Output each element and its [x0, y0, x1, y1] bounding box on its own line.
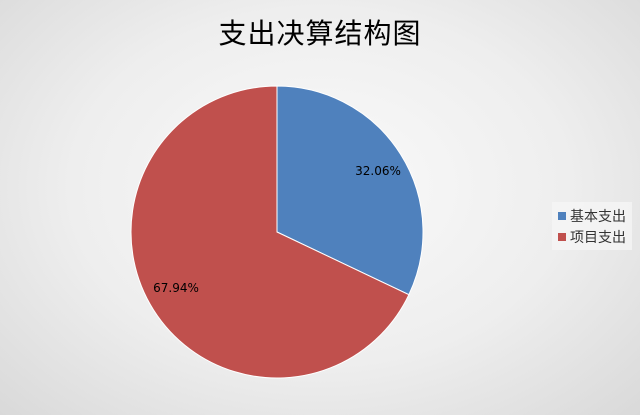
data-label: 32.06%: [355, 164, 401, 178]
legend: 基本支出 项目支出: [552, 202, 632, 250]
legend-item-basic: 基本支出: [552, 205, 632, 226]
pie-slice-2: [130, 85, 410, 379]
legend-label: 基本支出: [570, 208, 626, 225]
pie-slice-1: [276, 85, 424, 296]
chart-title: 支出决算结构图: [218, 17, 422, 50]
data-label: 67.94%: [153, 281, 199, 295]
legend-swatch: [558, 232, 566, 241]
legend-label: 项目支出: [570, 229, 626, 246]
legend-item-project: 项目支出: [552, 226, 632, 247]
legend-swatch: [558, 211, 566, 220]
